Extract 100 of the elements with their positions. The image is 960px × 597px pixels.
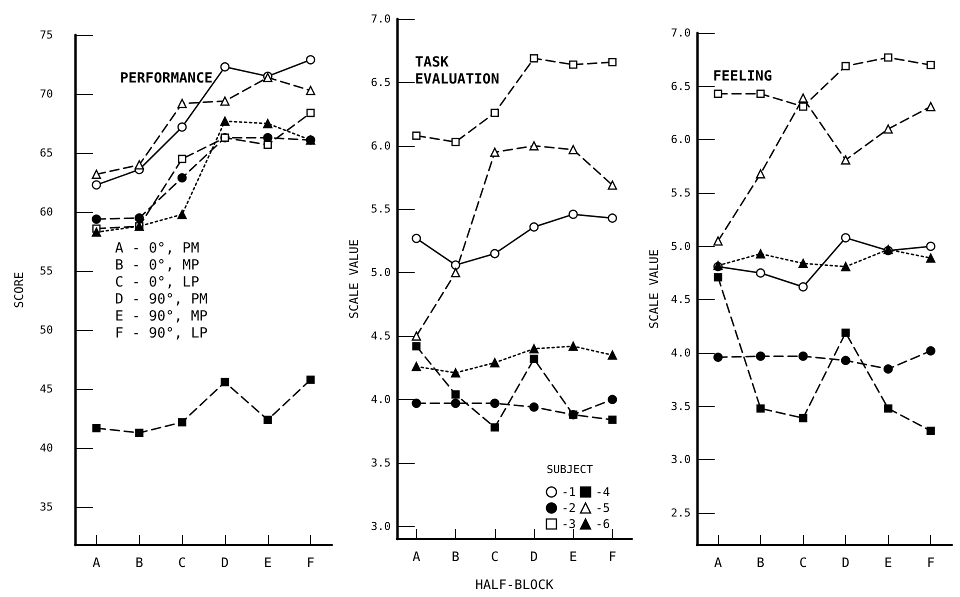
y-axis-title: SCALE VALUE [647,249,661,329]
point [263,118,272,128]
point [884,404,892,413]
x-tick-label: C [490,550,499,565]
point [177,173,187,182]
point [798,282,808,292]
annotation: B - 0°, MP [115,258,200,274]
point [92,228,102,237]
y-tick-label: 5.5 [370,202,391,216]
point [798,102,808,111]
legend-label: -4 [596,485,610,499]
y-tick-label: 3.0 [670,453,691,466]
y-tick-label: 35 [40,500,53,514]
point [306,55,316,64]
point [134,213,144,223]
y-tick-label: 6.0 [670,133,691,146]
point [713,352,723,362]
legend-label: -1 [561,485,576,499]
x-tick-label: A [412,550,420,565]
text: PERFORMANCE [120,70,213,86]
point [756,404,765,413]
y-tick-label: 5.0 [670,240,691,253]
point [798,93,808,103]
point [756,249,766,258]
y-tick-label: 3.5 [670,400,691,413]
legend-label: -3 [561,517,576,531]
point [798,258,808,268]
annotation: F - 90°, LP [115,326,208,342]
point [568,342,578,351]
point [608,180,618,190]
point [177,98,187,108]
point [608,58,617,66]
point [798,414,808,422]
x-tick-label: E [884,556,892,571]
point [842,62,850,70]
y-tick-label: 4.0 [670,346,691,360]
point [529,344,539,354]
y-tick-label: 70 [40,88,53,101]
legend-title: SUBJECT [546,463,594,476]
point [884,124,893,134]
y-tick-label: 65 [40,146,53,160]
annotation: E - 90°, MP [115,308,208,324]
y-tick-label: 7.0 [670,26,691,40]
point [490,148,500,157]
legend-label: -5 [596,501,610,515]
x-tick-label: A [92,556,101,571]
point [713,236,723,246]
y-tick-label: 60 [40,206,53,219]
x-tick-label: F [306,556,315,571]
point [135,428,144,437]
point [490,108,499,118]
point [177,210,187,220]
point [756,90,765,98]
point [306,108,315,118]
point [490,398,500,408]
legend-label: -6 [596,517,610,531]
point [450,268,460,278]
x-tick-label: E [264,556,272,571]
point [530,354,538,364]
x-tick-label: F [926,556,935,571]
y-tick-label: 6.5 [370,76,391,89]
y-tick-label: 45 [40,382,53,396]
point [220,62,230,72]
point [608,350,618,360]
point [926,242,936,251]
point [841,233,850,242]
annotation: A - 0°, PM [115,240,200,256]
y-tick-label: 4.5 [370,330,391,343]
point [926,253,936,263]
point [530,54,538,62]
x-tick-label: C [799,556,808,571]
x-tick-label: C [178,556,186,571]
point [412,398,422,408]
point [926,60,935,70]
point [412,331,422,341]
y-tick-label: 2.5 [670,506,691,520]
point [490,423,499,432]
point [884,53,892,62]
y-tick-label: 4.0 [370,392,391,406]
point [569,410,578,419]
point [926,346,936,356]
point [264,416,272,424]
point [756,169,766,178]
point [450,260,460,270]
point [756,268,766,278]
point [608,416,617,424]
y-tick-label: 55 [40,264,53,278]
point [134,160,144,170]
y-tick-label: 6.0 [370,139,391,152]
point [92,170,102,179]
x-tick-label: E [569,550,578,565]
x-tick-label: D [221,556,230,571]
y-tick-label: 7.0 [370,12,391,26]
point [841,155,850,165]
point [92,180,102,190]
annotation: C - 0°, LP [115,274,200,290]
point [608,213,618,223]
point [177,122,187,132]
point [178,154,186,164]
point [412,342,421,350]
